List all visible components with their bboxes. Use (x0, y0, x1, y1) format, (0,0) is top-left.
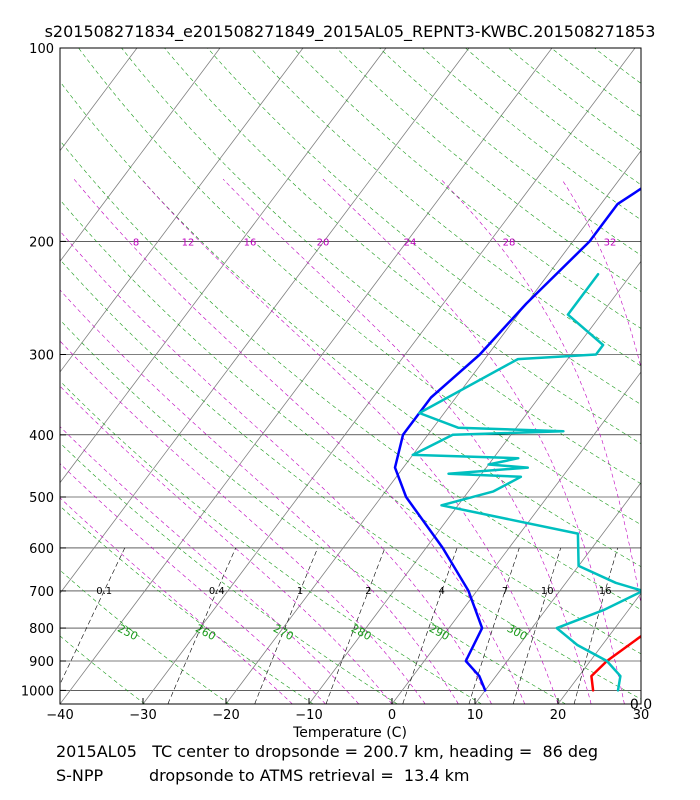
y-tick-label: 400 (29, 429, 54, 444)
moist-adiabat-line (60, 340, 426, 704)
moist-adiabat-line (141, 178, 559, 704)
y-tick-label: 700 (29, 585, 54, 600)
footer-line-1: 2015AL05 TC center to dropsonde = 200.7 … (56, 742, 599, 761)
thetae-label: 12 (182, 237, 195, 248)
dry-adiabat-line (164, 48, 641, 445)
footer-line-2: S-NPP dropsonde to ATMS retrieval = 13.4… (56, 766, 470, 785)
y-tick-label: 100 (29, 42, 54, 57)
plot-frame (59, 47, 642, 705)
mixing-ratio-line (325, 547, 386, 704)
isotherm-line (225, 149, 641, 704)
isotherm-line (60, 48, 387, 484)
mixing-ratio-label: 16 (599, 586, 612, 597)
y-tick-label: 300 (29, 349, 54, 364)
dry-adiabat-line (293, 48, 641, 329)
isotherm-line (142, 48, 636, 704)
moist-adiabat-line (60, 497, 293, 704)
dry-adiabat-line (207, 48, 641, 405)
thetae-label: 24 (404, 237, 417, 248)
x-tick-label: 10 (467, 708, 484, 723)
mixing-ratio-label: 2 (365, 586, 371, 597)
profile-line-1 (590, 634, 641, 692)
dry-adiabat-line (60, 199, 641, 655)
thetae-label: 16 (244, 237, 257, 248)
dry-adiabat-line (336, 48, 641, 292)
moist-adiabat-line (60, 385, 393, 704)
thetae-label: 8 (133, 237, 139, 248)
dry-adiabat-line (60, 319, 566, 704)
dry-adiabat-line (422, 48, 641, 221)
moist-adiabat-line (222, 178, 592, 704)
mixing-ratio-label: 0.4 (209, 586, 225, 597)
mixing-ratio-line (254, 547, 318, 704)
mixing-ratio-label: 0.1 (96, 586, 112, 597)
moist-adiabat-line (60, 289, 459, 704)
mixing-ratio-label: 1 (297, 586, 303, 597)
chart-title: s201508271834_e201508271849_2015AL05_REP… (45, 22, 656, 42)
profile-line-4 (411, 272, 641, 692)
thetae-label: 20 (317, 237, 330, 248)
profile-line-2 (393, 187, 641, 692)
mixing-ratio-label: 4 (439, 586, 445, 597)
moist-adiabat-line (322, 178, 625, 704)
isotherm-line (60, 48, 553, 704)
isotherm-line (60, 48, 221, 262)
mixing-ratio-line (60, 547, 126, 686)
x-tick-label: 30 (633, 708, 650, 723)
x-tick-label: −40 (46, 708, 73, 723)
isotherm-line (60, 48, 470, 594)
y-tick-label: 600 (29, 542, 54, 557)
isotherm-line (308, 260, 641, 704)
dry-adiabat-line (60, 81, 641, 568)
mixing-ratio-line (468, 547, 520, 704)
thetae-label: 32 (604, 237, 617, 248)
thetae-label: 28 (503, 237, 516, 248)
corner-label: 0.0 (630, 697, 652, 713)
dry-adiabat-line (60, 259, 641, 700)
mixing-ratio-line (402, 547, 458, 704)
moist-adiabat-line (73, 178, 526, 704)
x-tick-label: −20 (212, 708, 239, 723)
x-tick-label: 0 (388, 708, 396, 723)
mixing-ratio-line (512, 547, 561, 704)
y-tick-label: 200 (29, 235, 54, 250)
dry-adiabat-line (78, 48, 641, 526)
isotherm-line (474, 481, 641, 704)
moist-adiabat-line (440, 178, 641, 606)
y-tick-label: 500 (29, 491, 54, 506)
mixing-ratio-line (167, 547, 237, 704)
isotherm-line (391, 371, 641, 704)
mixing-ratio-label: 7 (502, 586, 508, 597)
x-tick-label: −10 (295, 708, 322, 723)
moist-adiabat-line (60, 426, 360, 704)
y-tick-label: 900 (29, 655, 54, 670)
isotherm-line (557, 592, 641, 704)
x-axis-label: Temperature (C) (292, 725, 407, 741)
dry-adiabat-line (60, 140, 641, 611)
moist-adiabat-line (561, 178, 641, 369)
x-tick-label: −30 (129, 708, 156, 723)
x-tick-label: 20 (550, 708, 567, 723)
isotherm-line (60, 48, 304, 373)
y-tick-label: 800 (29, 622, 54, 637)
y-tick-label: 1000 (21, 684, 54, 699)
mixing-ratio-label: 10 (541, 586, 554, 597)
